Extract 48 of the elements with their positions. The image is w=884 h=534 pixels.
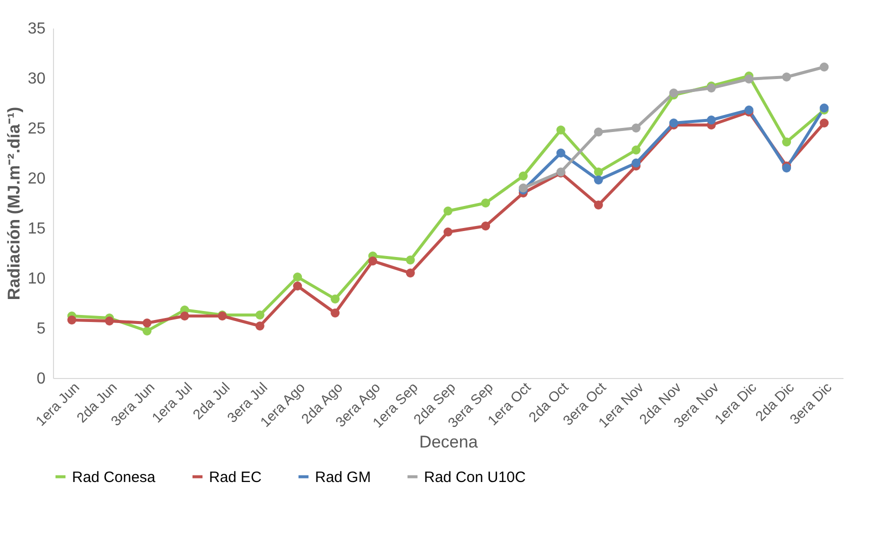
point [255,322,264,330]
y-tick-label: 35 [28,20,46,38]
point [820,118,829,128]
y-tick-label: 15 [28,220,46,238]
point [594,200,603,210]
point [481,198,490,208]
point [744,74,754,84]
y-axis-title: Radiación (MJ.m⁻².día⁻¹) [4,106,24,300]
point [104,316,114,326]
y-tick-label: 25 [28,120,46,138]
point [594,168,603,176]
legend-label: Rad Con U10C [424,468,526,486]
point [820,62,829,72]
point [632,146,641,154]
point [406,268,415,278]
point [632,158,641,168]
point [330,308,340,318]
point [142,318,152,328]
legend-label: Rad EC [209,468,262,486]
point [594,128,603,136]
point [255,310,264,320]
point [293,282,302,290]
point [481,222,490,230]
y-tick-label: 30 [28,70,46,88]
point [444,228,452,236]
point [293,272,302,282]
y-tick-label: 0 [36,370,46,388]
point [406,256,415,264]
point [67,316,76,324]
x-axis-title: Decena [419,432,478,452]
y-tick-label: 5 [36,320,46,338]
point [444,206,452,216]
point [594,176,603,184]
point [782,72,792,82]
y-tick-label: 20 [28,170,46,188]
point [180,312,190,320]
point [556,148,566,158]
point [368,256,378,266]
point [330,294,340,304]
legend-label: Rad Conesa [72,468,156,486]
point [142,326,152,336]
legend-label: Rad GM [315,468,371,486]
point [556,126,566,134]
point [782,138,792,146]
point [518,172,528,180]
y-tick-label: 10 [28,270,46,288]
point [632,124,641,132]
point [706,116,716,124]
